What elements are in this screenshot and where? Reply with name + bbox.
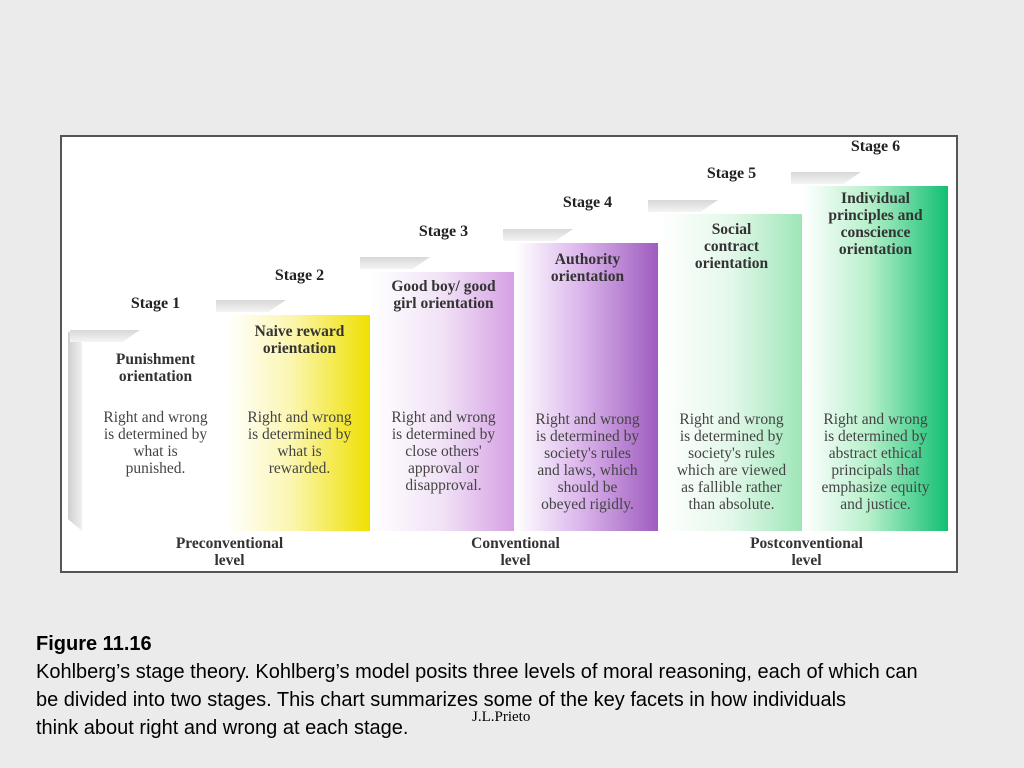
stage-5-orientation: Social contract orientation	[694, 221, 769, 272]
stage-6-bar	[803, 186, 948, 531]
stage-2-description: Right and wrong is determined by what is…	[247, 409, 352, 477]
stage-5-bar	[659, 214, 802, 531]
figure-caption: Figure 11.16 Kohlberg’s stage theory. Ko…	[36, 630, 1024, 742]
stage-1-label: Stage 1	[130, 295, 181, 312]
stage-4-label: Stage 4	[562, 194, 613, 211]
stage-4-tread	[503, 229, 573, 241]
stage-2-tread	[216, 300, 286, 312]
author-credit: J.L.Prieto	[472, 709, 531, 725]
stage-1-tread	[70, 330, 140, 342]
stage-4-description: Right and wrong is determined by society…	[535, 411, 640, 513]
stage-2-bar	[227, 315, 370, 531]
caption-line-1: Kohlberg’s stage theory. Kohlberg’s mode…	[36, 661, 918, 683]
caption-line-3: think about right and wrong at each stag…	[36, 717, 409, 739]
preconventional-level-label: Preconventional level	[175, 535, 284, 569]
stage-4-bar	[515, 243, 658, 531]
kohlberg-stage-diagram: Stage 1 Punishment orientation Right and…	[60, 135, 958, 573]
left-edge-wedge	[68, 331, 82, 531]
stage-2-label: Stage 2	[274, 267, 325, 284]
figure-number: Figure 11.16	[36, 633, 152, 655]
conventional-level-label: Conventional level	[471, 535, 560, 569]
stage-1-orientation: Punishment orientation	[115, 351, 196, 385]
stage-6-tread	[791, 172, 861, 184]
stage-6-orientation: Individual principles and conscience ori…	[828, 190, 923, 258]
stage-3-label: Stage 3	[418, 223, 469, 240]
stage-2-orientation: Naive reward orientation	[254, 323, 345, 357]
caption-line-2: be divided into two stages. This chart s…	[36, 689, 847, 711]
stage-6-description: Right and wrong is determined by abstrac…	[821, 411, 930, 513]
stage-3-description: Right and wrong is determined by close o…	[391, 409, 496, 494]
stage-6-label: Stage 6	[850, 138, 901, 155]
stage-3-bar	[371, 272, 514, 531]
stage-3-tread	[360, 257, 430, 269]
stage-5-description: Right and wrong is determined by society…	[676, 411, 787, 513]
postconventional-level-label: Postconventional level	[750, 535, 863, 569]
stage-5-label: Stage 5	[706, 165, 757, 182]
stage-1-bar	[82, 345, 225, 531]
stage-5-tread	[648, 200, 718, 212]
stage-1-description: Right and wrong is determined by what is…	[103, 409, 208, 477]
stage-3-orientation: Good boy/ good girl orientation	[391, 278, 496, 312]
stage-4-orientation: Authority orientation	[550, 251, 625, 285]
